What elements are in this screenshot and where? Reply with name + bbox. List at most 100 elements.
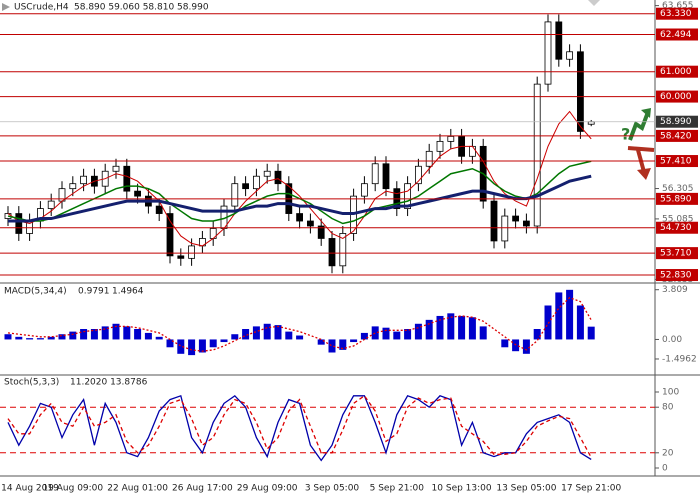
- level-label: 60.000: [660, 92, 692, 102]
- candle-body: [490, 200, 498, 242]
- level-label: 61.000: [660, 67, 692, 77]
- y-tick-label: 56.305: [662, 184, 694, 194]
- up-arrow-head: [641, 108, 651, 118]
- candle-body: [242, 183, 250, 190]
- y-tick-label: 20: [662, 448, 674, 458]
- macd-bar: [263, 323, 271, 340]
- macd-bar: [177, 339, 185, 354]
- indicator-line: [7, 394, 592, 458]
- level-label: 63.330: [660, 9, 692, 19]
- y-tick-label: 100: [662, 388, 679, 398]
- macd-bar: [285, 331, 293, 340]
- candle-body: [555, 21, 563, 60]
- down-arrow-head: [637, 168, 651, 180]
- macd-bar: [69, 331, 77, 340]
- macd-bar: [112, 323, 120, 340]
- macd-bar: [47, 336, 55, 340]
- x-tick-label: 29 Aug 09:00: [237, 484, 298, 494]
- x-tick-label: 17 Sep 21:00: [561, 484, 621, 494]
- macd-bar: [220, 339, 228, 343]
- candle-body: [566, 51, 573, 60]
- y-tick-label: 80: [662, 403, 674, 413]
- macd-bar: [317, 339, 325, 345]
- candle-body: [188, 245, 196, 259]
- level-label: 55.890: [660, 194, 692, 204]
- level-label-bg: [656, 155, 698, 168]
- ohlc-info: 58.890 59.060 58.810 58.990: [74, 3, 209, 13]
- level-label: 54.730: [660, 223, 692, 233]
- macd-bar: [26, 338, 34, 340]
- scroll-marker: [588, 0, 600, 6]
- candle-body: [112, 165, 120, 172]
- candle-body: [533, 83, 541, 227]
- macd-bar: [587, 326, 595, 340]
- macd-bar: [414, 323, 422, 340]
- macd-bar: [544, 305, 552, 340]
- candle-body: [339, 233, 347, 267]
- y-tick-label: 0.00: [662, 335, 682, 345]
- current-price-bg: [656, 115, 698, 128]
- macd-bar: [198, 339, 206, 353]
- macd-signal-value: 1.4964: [112, 287, 144, 297]
- indicator-line: [7, 110, 592, 247]
- y-tick-label: 3.809: [662, 285, 688, 295]
- macd-bar: [4, 334, 12, 340]
- x-tick-label: 26 Aug 17:00: [172, 484, 233, 494]
- y-tick-label: 55.085: [662, 214, 694, 224]
- macd-bar: [566, 289, 574, 340]
- x-tick-label: 3 Sep 05:00: [305, 484, 360, 494]
- x-tick-label: 10 Sep 13:00: [432, 484, 492, 494]
- candle-body: [577, 51, 584, 132]
- macd-bar: [479, 326, 487, 340]
- candle-body: [231, 183, 239, 207]
- macd-bar: [425, 319, 433, 340]
- macd-bar: [242, 329, 250, 340]
- macd-bar: [90, 329, 98, 340]
- candle-body: [447, 135, 455, 142]
- macd-bar: [231, 334, 239, 340]
- candle-body: [371, 163, 379, 185]
- macd-bar: [576, 305, 584, 340]
- candle-body: [360, 183, 368, 197]
- macd-bar: [209, 339, 217, 348]
- up-arrow: [628, 111, 650, 141]
- macd-bar: [274, 325, 282, 340]
- macd-bar: [522, 339, 530, 354]
- level-label: 62.494: [660, 30, 692, 40]
- macd-bar: [15, 336, 23, 340]
- x-tick-label: 5 Sep 21:00: [370, 484, 425, 494]
- macd-bar: [555, 292, 563, 340]
- level-label-bg: [656, 65, 698, 78]
- indicator-line: [7, 394, 592, 462]
- candle-body: [436, 140, 444, 152]
- question-mark: ?: [621, 125, 630, 144]
- macd-bar: [501, 339, 509, 348]
- macd-bar: [436, 315, 444, 340]
- candle-body: [414, 165, 422, 185]
- level-label-bg: [656, 192, 698, 205]
- macd-bar: [382, 327, 390, 340]
- indicator-line: [8, 174, 592, 223]
- macd-bar: [144, 332, 152, 340]
- level-label-bg: [656, 247, 698, 260]
- macd-bar: [404, 329, 412, 340]
- macd-bar: [393, 331, 401, 340]
- x-tick-label: 22 Aug 01:00: [107, 484, 168, 494]
- candle-body: [177, 255, 185, 259]
- macd-bar: [80, 329, 88, 340]
- candle-body: [468, 145, 476, 157]
- y-tick-label: 0: [662, 464, 668, 474]
- candle-body: [425, 150, 433, 167]
- stoch-info: 11.2020 13.8786: [70, 378, 148, 388]
- macd-bar: [36, 338, 44, 340]
- macd-bar: [123, 326, 131, 340]
- y-tick-label: -1.4962: [662, 354, 697, 364]
- level-label-bg: [656, 7, 698, 20]
- candle-body: [382, 163, 390, 190]
- stoch-title: Stoch(5,3,3): [4, 378, 59, 388]
- macd-bar: [188, 339, 196, 356]
- level-label-bg: [656, 28, 698, 41]
- level-label-bg: [656, 269, 698, 282]
